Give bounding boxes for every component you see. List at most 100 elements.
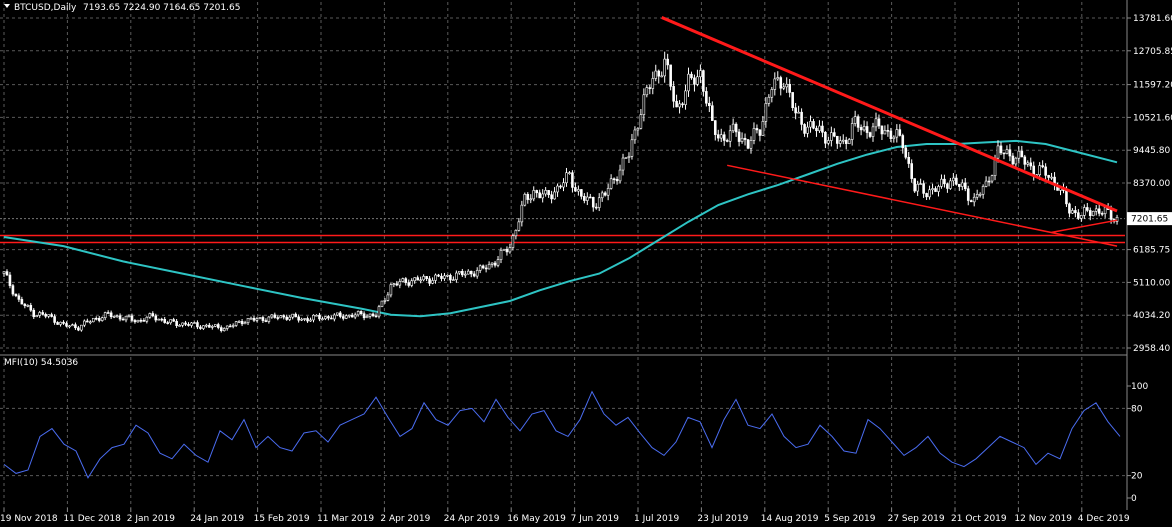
bear-candle xyxy=(672,86,675,102)
moving-average-line[interactable] xyxy=(3,139,1118,318)
bear-candle xyxy=(815,127,818,132)
bull-candle xyxy=(597,197,601,208)
bear-candle xyxy=(362,313,366,319)
bear-candle xyxy=(571,172,574,188)
bull-candle xyxy=(830,132,833,141)
current-price-tag: 7201.65 xyxy=(1127,212,1172,226)
mfi-grid xyxy=(0,357,1125,508)
bull-candle xyxy=(752,128,756,141)
bull-candle xyxy=(234,321,238,326)
bear-candle xyxy=(341,316,345,319)
bear-candle xyxy=(8,274,12,286)
bear-candle xyxy=(675,100,678,108)
bear-candle xyxy=(94,317,98,320)
bear-candle xyxy=(824,131,827,144)
bear-candle xyxy=(469,270,473,275)
bull-candle xyxy=(255,318,259,321)
bull-candle xyxy=(871,126,875,137)
bear-candle xyxy=(547,190,550,196)
bear-candle xyxy=(958,183,961,187)
bull-candle xyxy=(249,317,253,320)
time-axis[interactable]: 19 Nov 2018 11 Dec 2018 2 Jan 2019 24 Jan 2… xyxy=(0,508,1130,524)
price-candles[interactable] xyxy=(2,51,1119,333)
bear-candle xyxy=(1047,175,1050,178)
bear-candle xyxy=(374,315,378,318)
bull-candle xyxy=(169,319,172,324)
bull-candle xyxy=(145,316,149,322)
bull-candle xyxy=(600,192,604,199)
bull-candle xyxy=(699,70,702,78)
bull-candle xyxy=(115,315,119,318)
bull-candle xyxy=(291,313,294,318)
bear-candle xyxy=(681,103,684,106)
time-tick-label: 16 May 2019 xyxy=(507,514,566,524)
mfi-line[interactable] xyxy=(3,390,1121,479)
time-tick-label: 14 Aug 2019 xyxy=(761,514,819,524)
bull-candle xyxy=(577,189,580,192)
bull-candle xyxy=(645,87,649,96)
bull-candle xyxy=(764,103,768,122)
bear-candle xyxy=(240,320,244,325)
bull-candle xyxy=(949,180,952,189)
bull-candle xyxy=(618,169,622,182)
bear-candle xyxy=(526,193,530,200)
bear-candle xyxy=(734,123,738,133)
upper-trendline[interactable] xyxy=(661,16,1118,213)
bear-candle xyxy=(865,126,869,133)
bull-candle xyxy=(684,90,687,105)
bear-candle xyxy=(252,317,256,321)
bull-candle xyxy=(621,157,625,171)
bear-candle xyxy=(440,275,443,279)
bull-candle xyxy=(687,73,690,92)
time-tick-label: 21 Oct 2019 xyxy=(951,514,1007,524)
bull-candle xyxy=(523,193,527,206)
bear-candle xyxy=(273,314,277,318)
bear-candle xyxy=(5,271,9,276)
bull-candle xyxy=(827,140,830,144)
bull-candle xyxy=(1017,150,1021,159)
bear-candle xyxy=(493,262,497,266)
bear-candle xyxy=(713,120,717,135)
bull-candle xyxy=(47,314,50,317)
bear-candle xyxy=(505,248,509,253)
bear-candle xyxy=(121,318,125,321)
bear-candle xyxy=(338,312,342,317)
bear-candle xyxy=(907,156,911,164)
bear-candle xyxy=(812,121,815,129)
mfi-axis: 100 80 20 0 xyxy=(1127,382,1148,504)
bear-candle xyxy=(711,105,714,121)
support-lines[interactable] xyxy=(0,234,1125,244)
lower-trendline[interactable] xyxy=(1051,219,1118,234)
bull-candle xyxy=(466,270,470,275)
bull-candle xyxy=(850,123,854,140)
bull-candle xyxy=(91,317,95,323)
bear-candle xyxy=(106,312,110,314)
bear-candle xyxy=(591,197,595,208)
bull-candle xyxy=(520,204,524,223)
bull-candle xyxy=(321,318,324,321)
bull-candle xyxy=(490,262,494,265)
trendlines[interactable] xyxy=(661,16,1118,247)
bear-candle xyxy=(725,140,729,142)
bull-candle xyxy=(975,194,979,198)
bull-candle xyxy=(243,322,247,325)
bull-candle xyxy=(767,96,771,104)
bull-candle xyxy=(952,177,955,182)
bear-candle xyxy=(1097,208,1101,214)
bear-candle xyxy=(151,313,155,317)
bear-candle xyxy=(821,125,824,133)
bear-candle xyxy=(574,187,577,192)
bear-candle xyxy=(743,137,747,140)
bull-candle xyxy=(770,89,774,98)
bull-candle xyxy=(475,270,479,277)
bear-candle xyxy=(461,270,464,276)
time-tick-label: 2 Jan 2019 xyxy=(127,514,175,524)
bear-candle xyxy=(966,188,970,201)
price-axis[interactable]: 13781.60 12705.85 11597.20 10521.60 9445.80 8… xyxy=(1127,14,1172,354)
bear-candle xyxy=(969,200,973,203)
mfi-tick-label: 20 xyxy=(1131,472,1143,482)
bear-candle xyxy=(898,129,902,136)
bull-candle xyxy=(556,185,559,193)
